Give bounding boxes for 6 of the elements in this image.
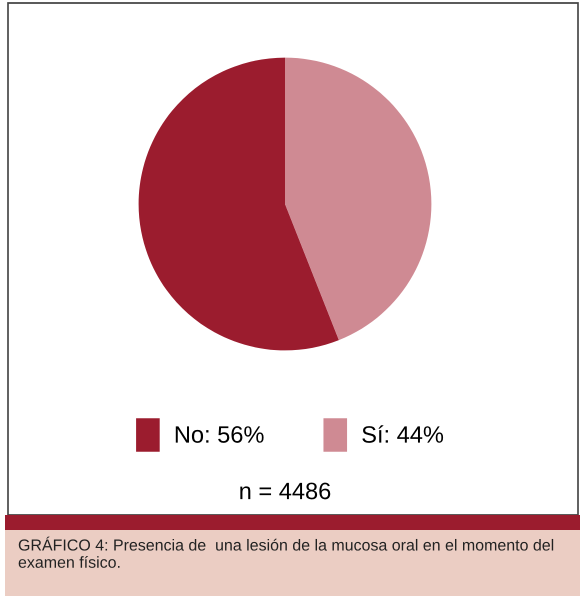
pie-slice	[138, 58, 339, 350]
pie-slice	[285, 58, 432, 340]
legend-label: Sí: 44%	[362, 425, 444, 443]
text: n = 4486	[240, 482, 330, 500]
text: GRÁFICO 4: Presencia de una lesión de la mucosa oral en el momento del examen físico.	[18, 536, 554, 568]
legend-label: No: 56%	[176, 426, 264, 443]
